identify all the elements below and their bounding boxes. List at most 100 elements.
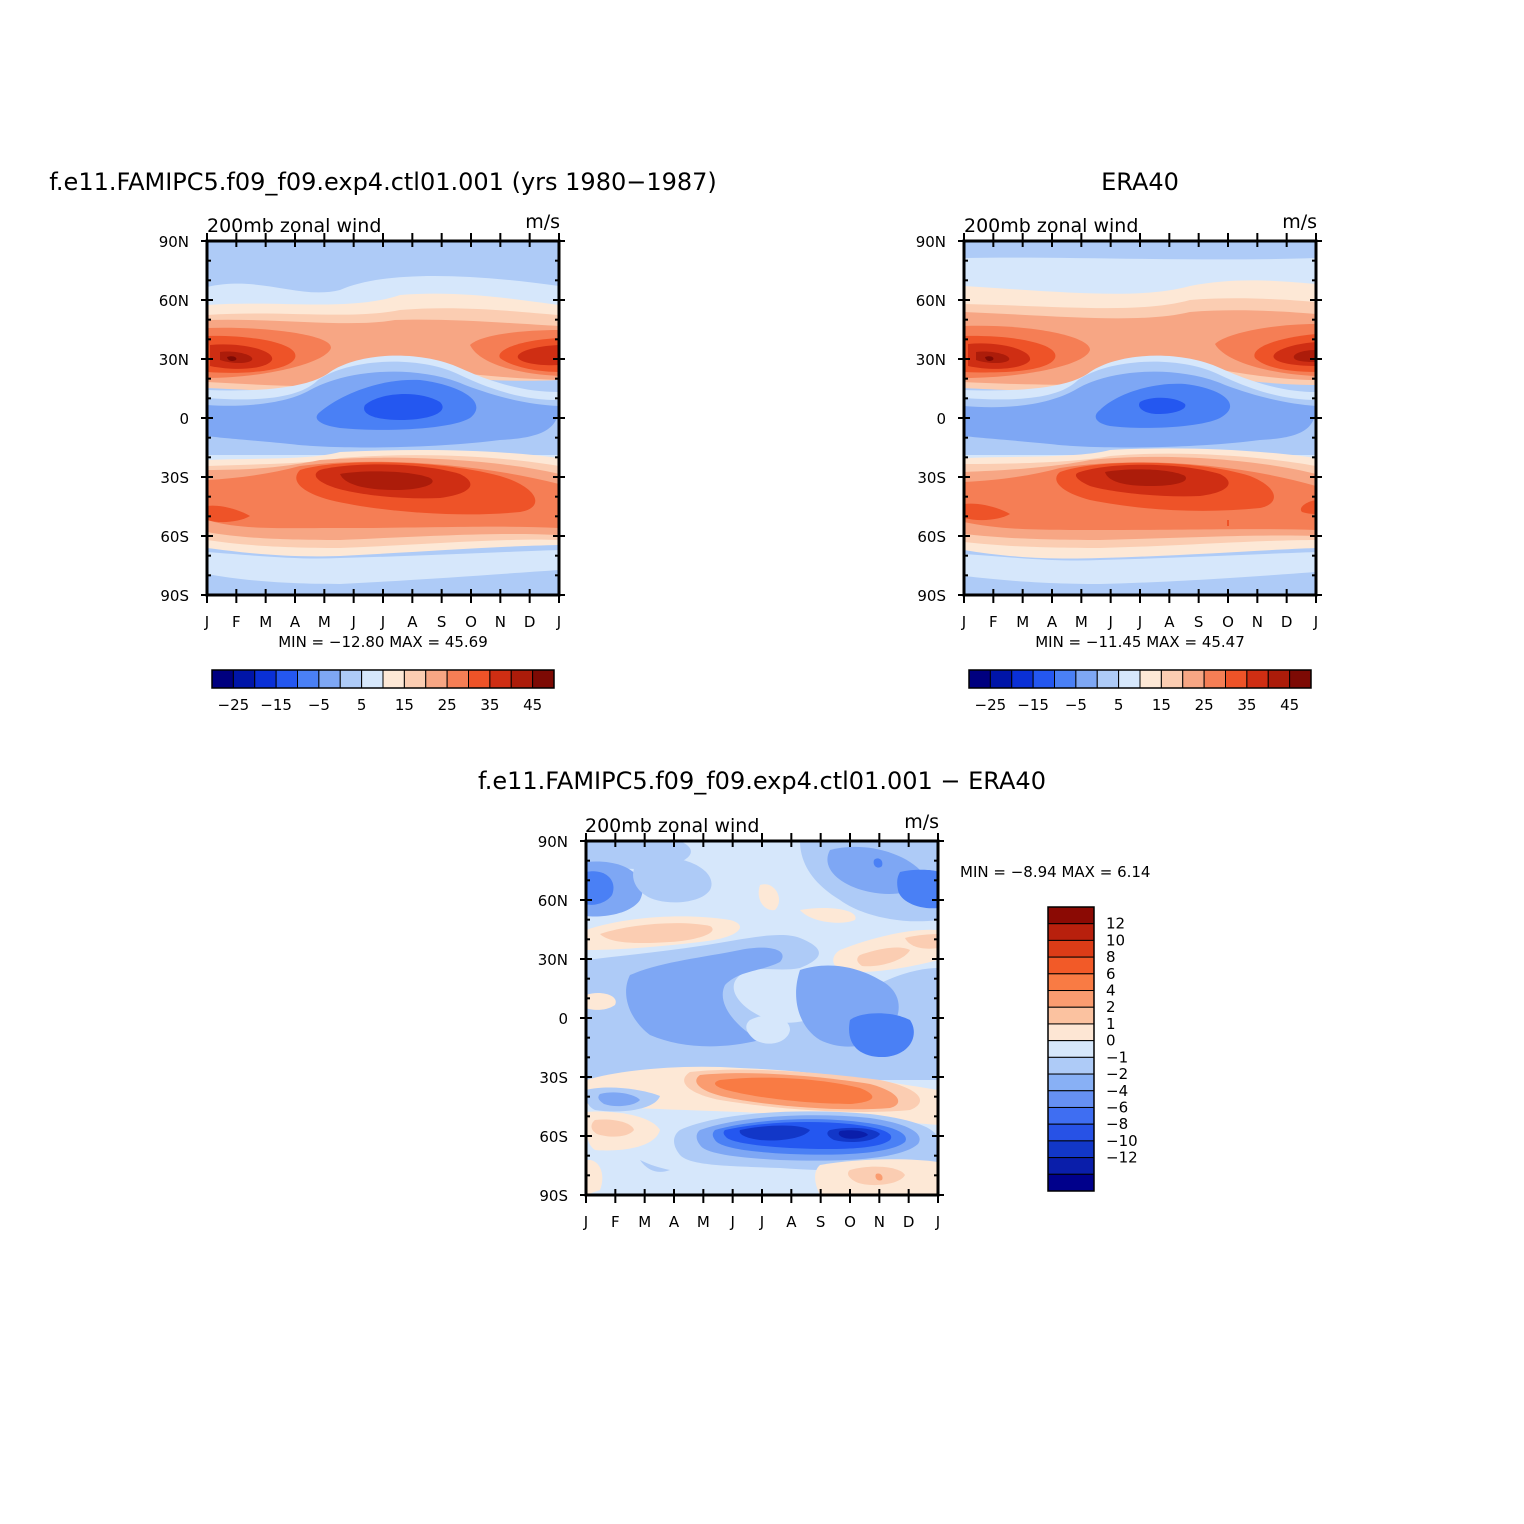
colorbar-swatch: [468, 669, 491, 689]
x-tick-label: O: [465, 613, 477, 631]
colorbar-swatch: [1047, 1123, 1095, 1142]
x-tick-label: J: [583, 1213, 588, 1231]
x-tick-label: J: [1107, 613, 1112, 631]
axis-ticks: [958, 233, 1322, 603]
x-tick-label: J: [350, 613, 355, 631]
colorbar-swatch: [1047, 923, 1095, 941]
colorbar-swatch: [232, 669, 256, 689]
x-tick-label: D: [903, 1213, 915, 1231]
colorbar-swatch: [382, 669, 405, 689]
colorbar-label: 0: [1106, 1032, 1116, 1050]
x-tick-label: O: [844, 1213, 856, 1231]
colorbar-swatch: [1118, 669, 1141, 689]
min-max-stats: MIN = −8.94 MAX = 6.14: [960, 863, 1150, 881]
x-tick-label: S: [437, 613, 447, 631]
colorbar-label: −1: [1106, 1048, 1128, 1066]
colorbar-swatch: [532, 669, 555, 689]
y-tick-label: 30N: [159, 351, 189, 369]
x-tick-label: J: [961, 613, 966, 631]
colorbar-label: −12: [1106, 1149, 1138, 1167]
colorbar-swatch: [318, 669, 341, 689]
contour-field: [964, 241, 1316, 595]
x-tick-label: J: [729, 1213, 734, 1231]
panel-title: ERA40: [1101, 168, 1179, 196]
y-tick-label: 90N: [159, 233, 189, 251]
colorbar-label: −5: [308, 696, 330, 714]
panel-title: f.e11.FAMIPC5.f09_f09.exp4.ctl01.001 (yr…: [49, 168, 717, 196]
y-tick-label: 60N: [916, 292, 946, 310]
y-tick-label: 90S: [160, 587, 189, 605]
y-tick-label: 90S: [917, 587, 946, 605]
contour-field: [207, 241, 559, 595]
min-max-stats: MIN = −12.80 MAX = 45.69: [278, 633, 488, 651]
x-tick-label: M: [1075, 613, 1088, 631]
x-tick-label: J: [380, 613, 385, 631]
colorbar-swatch: [968, 669, 991, 689]
axis-ticks: [580, 833, 944, 1203]
colorbar-swatch: [510, 669, 534, 689]
axis-ticks: [201, 233, 565, 603]
panel-subtitle: 200mb zonal wind: [207, 215, 381, 237]
x-tick-label: O: [1222, 613, 1234, 631]
y-tick-label: 90S: [539, 1187, 568, 1205]
x-tick-label: M: [638, 1213, 651, 1231]
y-tick-label: 90N: [916, 233, 946, 251]
x-tick-label: D: [524, 613, 536, 631]
colorbar-swatch: [1047, 1106, 1095, 1125]
colorbar-swatch: [1047, 1056, 1095, 1075]
colorbar-swatch: [254, 669, 277, 689]
y-tick-labels: 90N 60N 30N 0 30S 60S 90S: [159, 233, 189, 605]
colorbar-label: 45: [523, 696, 542, 714]
y-tick-label: 30S: [917, 469, 946, 487]
colorbar-label: −25: [975, 696, 1007, 714]
colorbar-obs: −25 −15 −5 5 15 25 35 45: [968, 669, 1312, 714]
colorbar-swatch: [1047, 1173, 1095, 1192]
colorbar-swatch: [211, 669, 234, 689]
colorbar-swatch: [1054, 669, 1077, 689]
y-tick-label: 30N: [916, 351, 946, 369]
colorbar-model: −25 −15 −5 5 15 25 35 45: [211, 669, 555, 714]
colorbar-swatch: [1047, 1090, 1095, 1108]
y-tick-label: 0: [179, 410, 189, 428]
colorbar-swatch: [1032, 669, 1055, 689]
colorbar-label: 15: [1152, 696, 1171, 714]
colorbar-label: 5: [357, 696, 367, 714]
colorbar-label: 2: [1106, 998, 1116, 1016]
x-tick-label: J: [935, 1213, 940, 1231]
x-tick-label: M: [318, 613, 331, 631]
x-tick-label: A: [1047, 613, 1058, 631]
colorbar-swatch: [1047, 906, 1095, 925]
colorbar-label: −2: [1106, 1065, 1128, 1083]
colorbar-swatch: [425, 669, 448, 689]
colorbar-swatch: [1289, 669, 1312, 689]
colorbar-label: −10: [1106, 1132, 1138, 1150]
colorbar-swatch: [1047, 939, 1095, 958]
x-tick-label: A: [669, 1213, 680, 1231]
x-tick-label: J: [1313, 613, 1318, 631]
panel-units: m/s: [904, 811, 939, 833]
colorbar-label: 45: [1280, 696, 1299, 714]
colorbar-swatch: [1267, 669, 1291, 689]
y-tick-label: 30N: [538, 951, 568, 969]
colorbar-swatch: [489, 669, 512, 689]
colorbar-swatch: [275, 669, 298, 689]
colorbar-swatch: [1246, 669, 1269, 689]
x-tick-label: M: [1016, 613, 1029, 631]
panel-units: m/s: [1282, 211, 1317, 233]
y-tick-labels: 90N 60N 30N 0 30S 60S 90S: [916, 233, 946, 605]
colorbar-swatch: [1047, 1157, 1095, 1175]
panel-model: f.e11.FAMIPC5.f09_f09.exp4.ctl01.001 (yr…: [49, 168, 717, 714]
panel-subtitle: 200mb zonal wind: [964, 215, 1138, 237]
x-tick-label: J: [759, 1213, 764, 1231]
x-tick-label: D: [1281, 613, 1293, 631]
colorbar-swatch: [1225, 669, 1248, 689]
y-tick-label: 60N: [159, 292, 189, 310]
panel-diff: f.e11.FAMIPC5.f09_f09.exp4.ctl01.001 − E…: [478, 767, 1150, 1231]
y-tick-label: 30S: [160, 469, 189, 487]
panel-obs: ERA40 200mb zonal wind m/s: [916, 168, 1322, 714]
